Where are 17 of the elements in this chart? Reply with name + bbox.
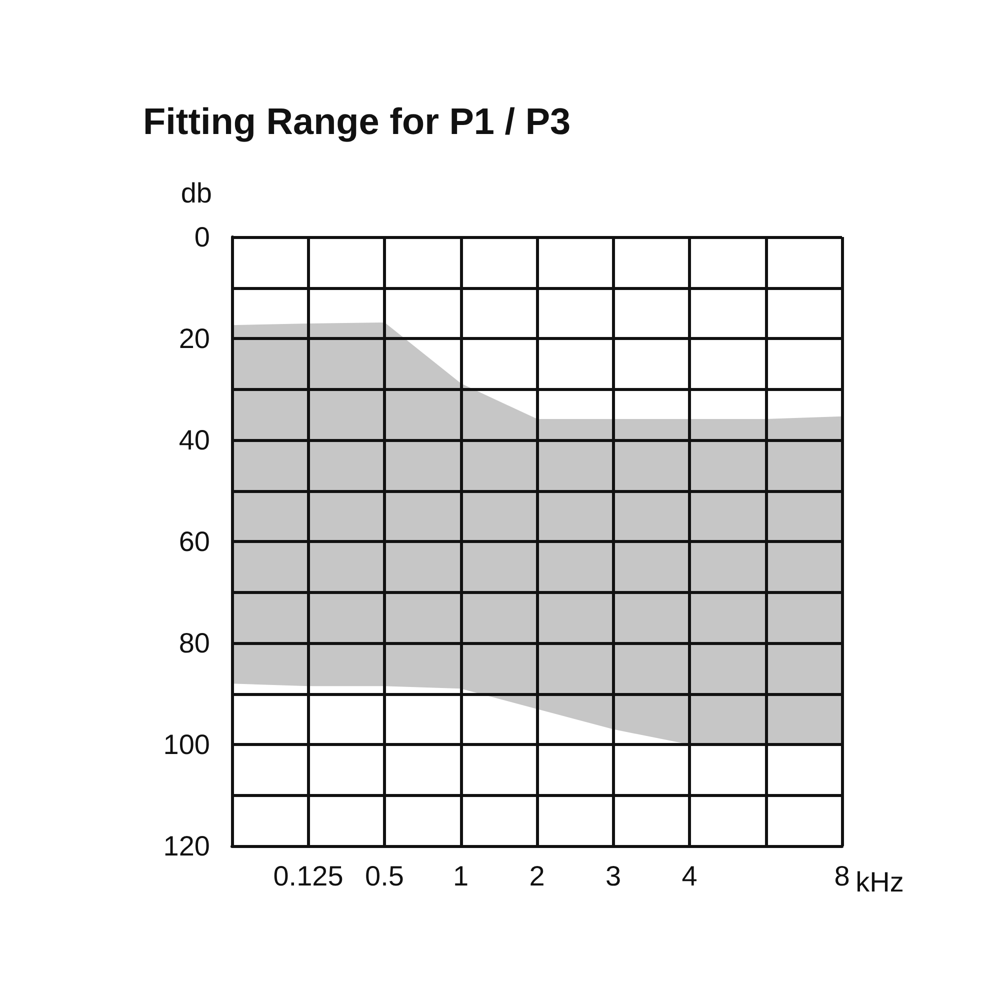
x-tick-label: 1 [452,860,469,892]
x-tick-label: 2 [529,860,545,892]
y-tick-label: 60 [178,526,210,557]
y-tick-label: 0 [194,222,210,252]
chart-title: Fitting Range for P1 / P3 [143,101,571,142]
x-tick-label: 0.5 [365,860,404,892]
y-tick-label: 80 [178,628,210,658]
x-tick-label: 4 [682,860,698,892]
x-tick-label: 0.125 [273,860,344,892]
x-tick-label: 8 [834,860,850,892]
x-axis-title: kHz [856,866,904,898]
y-tick-label: 20 [178,323,210,354]
y-tick-label: 100 [163,729,210,760]
y-tick-label: 40 [178,424,210,456]
y-tick-label: 120 [163,830,210,862]
y-axis-title: db [180,178,212,208]
x-tick-label: 3 [605,860,622,892]
